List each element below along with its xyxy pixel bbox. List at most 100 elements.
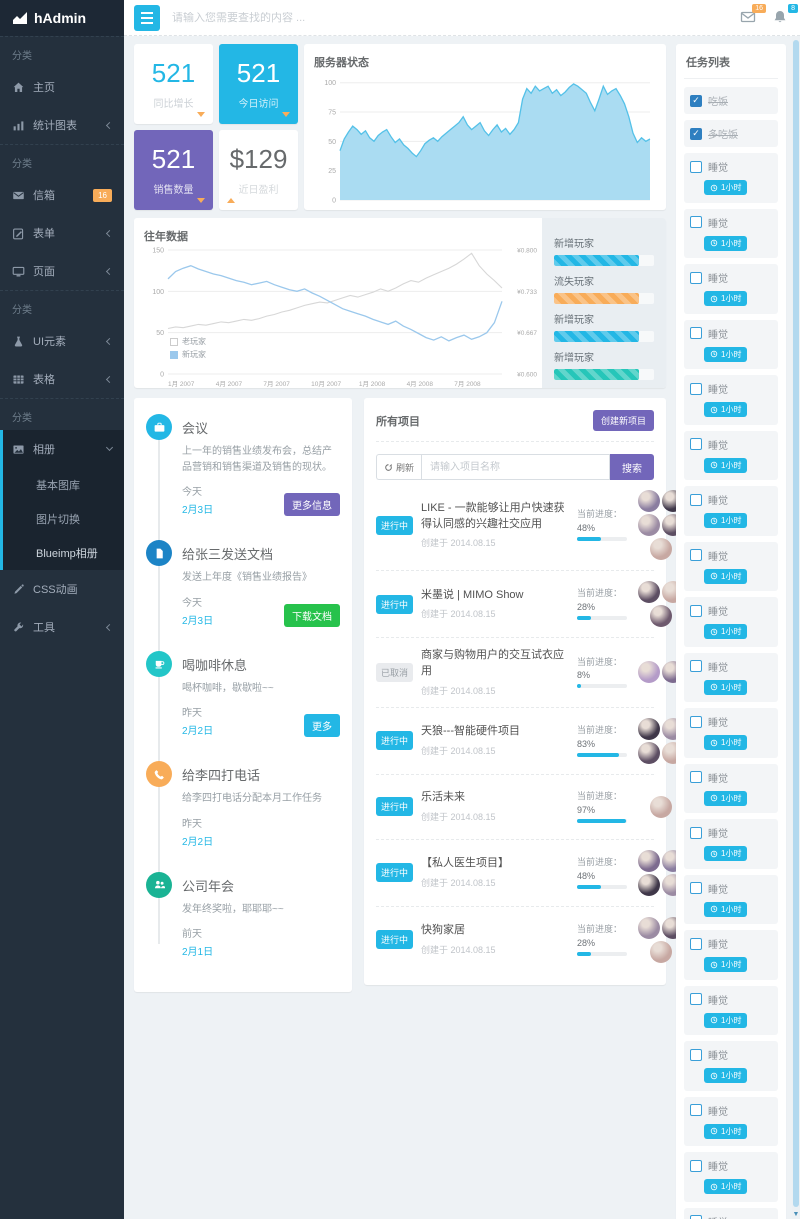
checkbox-unchecked[interactable] xyxy=(690,715,702,728)
checkbox-unchecked[interactable] xyxy=(690,1048,702,1061)
sidebar-subitem-基本图库[interactable]: 基本图库 xyxy=(36,480,80,492)
status-badge[interactable]: 已取消 xyxy=(376,662,414,682)
checkbox-unchecked[interactable] xyxy=(690,160,702,173)
checkbox-unchecked[interactable] xyxy=(690,1215,702,1219)
stat-card-销售数量[interactable]: 521 销售数量 xyxy=(134,130,213,210)
sidebar-subitem-图片切换[interactable]: 图片切换 xyxy=(36,514,80,526)
stat-card-近日盈利[interactable]: $129 近日盈利 xyxy=(219,130,298,210)
messages-button[interactable]: 16 xyxy=(740,3,766,27)
checkbox-unchecked[interactable] xyxy=(690,826,702,839)
avatar[interactable] xyxy=(650,605,673,627)
avatar[interactable] xyxy=(638,741,661,764)
project-title[interactable]: 【私人医生项目】 xyxy=(421,857,510,870)
sidebar-item-表单[interactable]: 表单 xyxy=(0,214,124,252)
checkbox-unchecked[interactable] xyxy=(690,327,702,339)
checkbox-unchecked[interactable] xyxy=(690,438,702,450)
project-title[interactable]: LIKE - 一款能够让用户快速获得认同感的兴趣社交应用 xyxy=(421,501,565,530)
checkbox-unchecked[interactable] xyxy=(690,493,702,506)
sidebar-item-UI元素[interactable]: UI元素 xyxy=(0,322,124,360)
sidebar-subitem-Blueimp相册[interactable]: Blueimp相册 xyxy=(36,548,98,560)
sidebar-item-CSS动画[interactable]: CSS动画 xyxy=(0,570,124,608)
avatar[interactable] xyxy=(650,940,673,963)
checkbox-unchecked[interactable] xyxy=(690,882,702,894)
page-scrollbar[interactable]: ▼ xyxy=(792,36,800,1219)
project-title[interactable]: 乐活未来 xyxy=(421,791,466,804)
avatar[interactable] xyxy=(650,538,673,560)
create-project-button[interactable]: 创建新项目 xyxy=(592,410,654,431)
timeline-action-button[interactable]: 更多 xyxy=(304,714,340,737)
status-badge[interactable]: 进行中 xyxy=(376,797,414,817)
task-item-done[interactable]: ✓ 吃饭 xyxy=(684,87,778,114)
sidebar-item-信箱[interactable]: 信箱 16 xyxy=(0,176,124,214)
checkbox-unchecked[interactable] xyxy=(690,993,702,1005)
checkbox-unchecked[interactable] xyxy=(690,771,702,783)
status-badge[interactable]: 进行中 xyxy=(376,863,414,883)
avatar[interactable] xyxy=(638,490,661,512)
project-title[interactable]: 米墨说 | MIMO Show xyxy=(421,588,524,601)
checkbox-unchecked[interactable] xyxy=(690,1159,702,1172)
status-badge[interactable]: 进行中 xyxy=(376,731,414,751)
sidebar-item-主页[interactable]: 主页 xyxy=(0,68,124,106)
checkbox-unchecked[interactable] xyxy=(690,660,702,672)
refresh-button[interactable]: 刷新 xyxy=(376,454,422,480)
timeline-action-button[interactable]: 更多信息 xyxy=(284,493,340,516)
menu-toggle-button[interactable] xyxy=(134,4,160,31)
scrollbar-thumb[interactable] xyxy=(793,40,799,1207)
avatar[interactable] xyxy=(638,661,661,684)
checkbox-unchecked[interactable] xyxy=(690,937,702,950)
avatar[interactable] xyxy=(638,514,661,536)
checkbox-checked[interactable]: ✓ xyxy=(690,94,702,107)
project-title[interactable]: 商家与购物用户的交互试衣应用 xyxy=(421,649,565,677)
sidebar-item-工具[interactable]: 工具 xyxy=(0,608,124,646)
stat-card-同比增长[interactable]: 521 同比增长 xyxy=(134,44,213,124)
sidebar-item-相册[interactable]: 相册 xyxy=(3,430,124,468)
sidebar-item-统计图表[interactable]: 统计图表 xyxy=(0,106,124,144)
project-title[interactable]: 天狼---智能硬件项目 xyxy=(421,725,521,738)
status-badge[interactable]: 进行中 xyxy=(376,930,414,950)
status-badge[interactable]: 进行中 xyxy=(376,515,414,535)
checkbox-unchecked[interactable] xyxy=(690,271,702,284)
global-search-input[interactable] xyxy=(172,11,726,24)
avatar[interactable] xyxy=(650,795,673,818)
checkbox-unchecked[interactable] xyxy=(690,382,702,395)
avatar[interactable] xyxy=(638,916,661,939)
project-search-button[interactable]: 搜索 xyxy=(610,454,654,480)
checkbox-unchecked[interactable] xyxy=(690,216,702,228)
project-search-input[interactable] xyxy=(421,454,610,480)
avatar[interactable] xyxy=(638,873,661,896)
avatar[interactable] xyxy=(638,849,661,872)
project-title[interactable]: 快狗家居 xyxy=(421,924,466,937)
notifications-button[interactable]: 8 xyxy=(772,3,798,27)
stat-card-今日访问[interactable]: 521 今日访问 xyxy=(219,44,298,124)
status-badge[interactable]: 进行中 xyxy=(376,594,414,614)
timeline-action-button[interactable]: 下载文档 xyxy=(284,603,340,627)
checkbox-unchecked[interactable] xyxy=(690,1104,702,1116)
avatar[interactable] xyxy=(638,717,661,740)
checkbox-checked[interactable]: ✓ xyxy=(690,127,702,140)
scrollbar-down-arrow[interactable]: ▼ xyxy=(792,1211,800,1218)
checkbox-unchecked[interactable] xyxy=(690,604,702,617)
sidebar-item-页面[interactable]: 页面 xyxy=(0,252,124,290)
task-item-done[interactable]: ✓ 多吃饭 xyxy=(684,120,778,147)
brand[interactable]: hAdmin xyxy=(0,0,124,36)
checkbox-unchecked[interactable] xyxy=(690,549,702,561)
